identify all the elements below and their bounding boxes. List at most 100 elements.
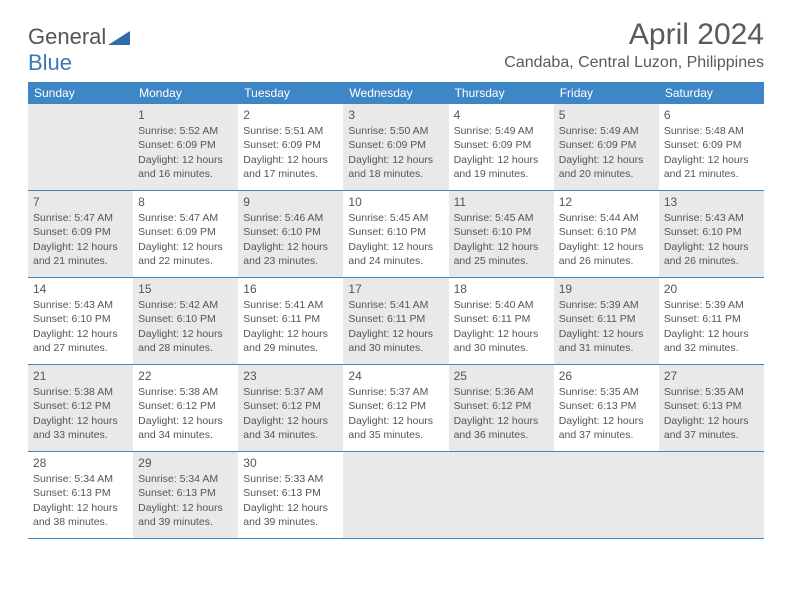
day-day2: and 28 minutes. [138,341,233,355]
day-day2: and 21 minutes. [33,254,128,268]
week-row: 21Sunrise: 5:38 AMSunset: 6:12 PMDayligh… [28,365,764,452]
weeks-container: 1Sunrise: 5:52 AMSunset: 6:09 PMDaylight… [28,104,764,539]
day-cell-empty [659,452,764,538]
day-cell: 29Sunrise: 5:34 AMSunset: 6:13 PMDayligh… [133,452,238,538]
day-day2: and 27 minutes. [33,341,128,355]
day-day2: and 20 minutes. [559,167,654,181]
day-sunset: Sunset: 6:10 PM [138,312,233,326]
day-day2: and 34 minutes. [243,428,338,442]
logo-text-general: General [28,24,106,50]
day-day1: Daylight: 12 hours [33,240,128,254]
week-row: 1Sunrise: 5:52 AMSunset: 6:09 PMDaylight… [28,104,764,191]
day-day2: and 29 minutes. [243,341,338,355]
day-number: 2 [243,107,338,123]
day-cell: 18Sunrise: 5:40 AMSunset: 6:11 PMDayligh… [449,278,554,364]
calendar-page: General April 2024 Candaba, Central Luzo… [0,0,792,549]
day-cell-empty [343,452,448,538]
day-cell: 10Sunrise: 5:45 AMSunset: 6:10 PMDayligh… [343,191,448,277]
day-cell: 7Sunrise: 5:47 AMSunset: 6:09 PMDaylight… [28,191,133,277]
day-number: 1 [138,107,233,123]
day-sunset: Sunset: 6:10 PM [559,225,654,239]
day-day1: Daylight: 12 hours [138,414,233,428]
day-cell: 9Sunrise: 5:46 AMSunset: 6:10 PMDaylight… [238,191,343,277]
day-sunrise: Sunrise: 5:35 AM [664,385,759,399]
day-sunset: Sunset: 6:12 PM [348,399,443,413]
day-day1: Daylight: 12 hours [138,240,233,254]
day-day2: and 25 minutes. [454,254,549,268]
day-sunset: Sunset: 6:13 PM [138,486,233,500]
day-sunset: Sunset: 6:12 PM [454,399,549,413]
day-cell: 5Sunrise: 5:49 AMSunset: 6:09 PMDaylight… [554,104,659,190]
day-day2: and 18 minutes. [348,167,443,181]
day-number: 24 [348,368,443,384]
logo: General [28,18,130,50]
day-sunrise: Sunrise: 5:47 AM [33,211,128,225]
day-number: 19 [559,281,654,297]
day-sunrise: Sunrise: 5:38 AM [33,385,128,399]
day-sunset: Sunset: 6:09 PM [33,225,128,239]
day-sunset: Sunset: 6:12 PM [33,399,128,413]
day-cell: 19Sunrise: 5:39 AMSunset: 6:11 PMDayligh… [554,278,659,364]
day-cell: 26Sunrise: 5:35 AMSunset: 6:13 PMDayligh… [554,365,659,451]
day-day2: and 17 minutes. [243,167,338,181]
day-number: 23 [243,368,338,384]
day-number: 13 [664,194,759,210]
day-sunset: Sunset: 6:09 PM [138,225,233,239]
day-day1: Daylight: 12 hours [348,240,443,254]
day-sunset: Sunset: 6:09 PM [138,138,233,152]
day-day2: and 33 minutes. [33,428,128,442]
day-day2: and 16 minutes. [138,167,233,181]
day-number: 3 [348,107,443,123]
day-cell: 20Sunrise: 5:39 AMSunset: 6:11 PMDayligh… [659,278,764,364]
day-sunrise: Sunrise: 5:51 AM [243,124,338,138]
day-sunset: Sunset: 6:10 PM [664,225,759,239]
day-number: 15 [138,281,233,297]
day-number: 30 [243,455,338,471]
day-sunrise: Sunrise: 5:35 AM [559,385,654,399]
day-cell: 25Sunrise: 5:36 AMSunset: 6:12 PMDayligh… [449,365,554,451]
day-day2: and 32 minutes. [664,341,759,355]
day-cell: 21Sunrise: 5:38 AMSunset: 6:12 PMDayligh… [28,365,133,451]
day-cell: 6Sunrise: 5:48 AMSunset: 6:09 PMDaylight… [659,104,764,190]
day-sunrise: Sunrise: 5:47 AM [138,211,233,225]
day-cell: 24Sunrise: 5:37 AMSunset: 6:12 PMDayligh… [343,365,448,451]
day-day2: and 26 minutes. [664,254,759,268]
day-day2: and 37 minutes. [559,428,654,442]
day-sunrise: Sunrise: 5:39 AM [559,298,654,312]
day-sunrise: Sunrise: 5:38 AM [138,385,233,399]
day-number: 25 [454,368,549,384]
day-day1: Daylight: 12 hours [348,327,443,341]
day-day2: and 37 minutes. [664,428,759,442]
day-sunset: Sunset: 6:11 PM [559,312,654,326]
day-cell: 14Sunrise: 5:43 AMSunset: 6:10 PMDayligh… [28,278,133,364]
day-sunset: Sunset: 6:12 PM [243,399,338,413]
day-sunrise: Sunrise: 5:34 AM [138,472,233,486]
day-day1: Daylight: 12 hours [243,327,338,341]
day-day2: and 21 minutes. [664,167,759,181]
day-sunrise: Sunrise: 5:49 AM [454,124,549,138]
day-sunrise: Sunrise: 5:44 AM [559,211,654,225]
day-day1: Daylight: 12 hours [454,414,549,428]
day-sunrise: Sunrise: 5:40 AM [454,298,549,312]
day-number: 5 [559,107,654,123]
day-number: 21 [33,368,128,384]
week-row: 14Sunrise: 5:43 AMSunset: 6:10 PMDayligh… [28,278,764,365]
day-day1: Daylight: 12 hours [559,327,654,341]
day-number: 26 [559,368,654,384]
day-sunrise: Sunrise: 5:41 AM [243,298,338,312]
week-row: 28Sunrise: 5:34 AMSunset: 6:13 PMDayligh… [28,452,764,539]
day-number: 16 [243,281,338,297]
day-cell: 1Sunrise: 5:52 AMSunset: 6:09 PMDaylight… [133,104,238,190]
day-sunrise: Sunrise: 5:36 AM [454,385,549,399]
day-number: 8 [138,194,233,210]
day-day1: Daylight: 12 hours [454,153,549,167]
day-cell: 16Sunrise: 5:41 AMSunset: 6:11 PMDayligh… [238,278,343,364]
day-day1: Daylight: 12 hours [559,240,654,254]
day-day1: Daylight: 12 hours [664,153,759,167]
day-day2: and 22 minutes. [138,254,233,268]
day-day1: Daylight: 12 hours [33,501,128,515]
day-cell: 17Sunrise: 5:41 AMSunset: 6:11 PMDayligh… [343,278,448,364]
day-day2: and 24 minutes. [348,254,443,268]
day-day1: Daylight: 12 hours [138,501,233,515]
day-day1: Daylight: 12 hours [138,327,233,341]
